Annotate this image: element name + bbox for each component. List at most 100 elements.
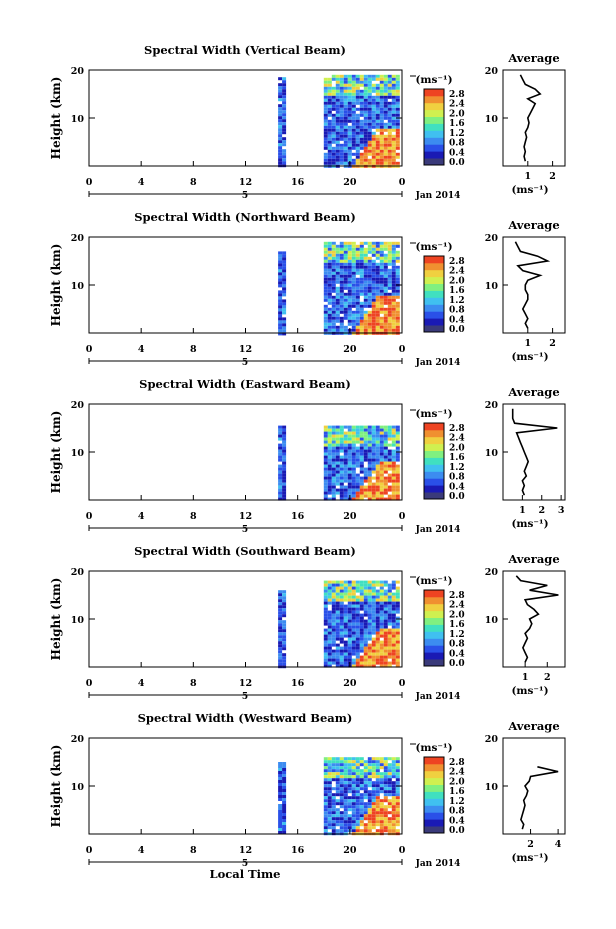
- heatmap-cell: [387, 256, 392, 260]
- heatmap-cell: [335, 649, 340, 653]
- heatmap-cell: [323, 613, 328, 617]
- heatmap-cell: [363, 826, 368, 830]
- heatmap-cell: [335, 580, 340, 584]
- heatmap-cell: [367, 769, 372, 773]
- heatmap-cell: [335, 655, 340, 659]
- heatmap-cell: [339, 826, 344, 830]
- heatmap-cell: [335, 658, 340, 662]
- heatmap-cell: [371, 811, 376, 815]
- heatmap-cell: [375, 661, 380, 665]
- average-y-tick-label: 10: [485, 615, 499, 626]
- heatmap-cell: [371, 262, 376, 266]
- heatmap-cell: [282, 590, 287, 594]
- average-y-tick-label: 20: [485, 567, 499, 578]
- heatmap-cell: [355, 784, 360, 788]
- heatmap-cell: [331, 289, 336, 293]
- heatmap-cell: [335, 595, 340, 599]
- heatmap-cell: [351, 787, 356, 791]
- heatmap-cell: [282, 470, 287, 474]
- heatmap-cell: [347, 274, 352, 278]
- heatmap-cell: [278, 476, 283, 480]
- heatmap-cell: [282, 329, 287, 333]
- heatmap-cell: [363, 607, 368, 611]
- heatmap-cell: [371, 781, 376, 785]
- heatmap-cell: [367, 604, 372, 608]
- heatmap-cell: [351, 289, 356, 293]
- heatmap-cell: [323, 262, 328, 266]
- heatmap-cell: [343, 86, 348, 90]
- heatmap-cell: [371, 292, 376, 296]
- heatmap-cell: [387, 316, 392, 320]
- heatmap-cell: [347, 292, 352, 296]
- heatmap-cell: [327, 122, 332, 126]
- heatmap-cell: [367, 485, 372, 489]
- heatmap-cell: [383, 268, 388, 272]
- heatmap-cell: [371, 119, 376, 123]
- heatmap-cell: [367, 649, 372, 653]
- heatmap-cell: [343, 122, 348, 126]
- heatmap-cell: [367, 793, 372, 797]
- heatmap-cell: [351, 775, 356, 779]
- x-tick-label: 0: [399, 511, 406, 522]
- colorbar-tick-label: 1.6: [449, 286, 465, 296]
- heatmap-cell: [339, 283, 344, 287]
- colorbar-tick-label: 2.0: [449, 610, 465, 620]
- heatmap-cell: [359, 437, 364, 441]
- heatmap-cell: [363, 122, 368, 126]
- heatmap-cell: [323, 455, 328, 459]
- heatmap-cell: [339, 796, 344, 800]
- heatmap-cell: [371, 458, 376, 462]
- heatmap-cell: [367, 817, 372, 821]
- heatmap-cell: [355, 464, 360, 468]
- heatmap-cell: [323, 80, 328, 84]
- heatmap-cell: [343, 488, 348, 492]
- heatmap-cell: [359, 817, 364, 821]
- heatmap-cell: [371, 146, 376, 150]
- heatmap-cell: [383, 295, 388, 299]
- heatmap-cell: [371, 155, 376, 159]
- heatmap-cell: [327, 107, 332, 111]
- heatmap-cell: [331, 497, 336, 501]
- heatmap-cell: [383, 607, 388, 611]
- heatmap-cell: [359, 784, 364, 788]
- heatmap-cell: [343, 619, 348, 623]
- heatmap-cell: [371, 107, 376, 111]
- heatmap-cell: [379, 646, 384, 650]
- heatmap-cell: [355, 425, 360, 429]
- heatmap-cell: [335, 268, 340, 272]
- heatmap-cell: [347, 449, 352, 453]
- heatmap-cell: [367, 811, 372, 815]
- heatmap-cell: [343, 772, 348, 776]
- heatmap-cell: [379, 598, 384, 602]
- x-tick-label: 16: [291, 177, 305, 188]
- heatmap-cell: [371, 476, 376, 480]
- heatmap-cell: [335, 443, 340, 447]
- heatmap-cell: [395, 161, 400, 165]
- heatmap-cell: [278, 266, 283, 270]
- heatmap-cell: [339, 616, 344, 620]
- heatmap-cell: [351, 796, 356, 800]
- average-y-tick-label: 10: [485, 281, 499, 292]
- heatmap-cell: [343, 286, 348, 290]
- heatmap-cell: [387, 247, 392, 251]
- heatmap-cell: [395, 80, 400, 84]
- heatmap-cell: [375, 655, 380, 659]
- heatmap-cell: [379, 799, 384, 803]
- heatmap-cell: [355, 244, 360, 248]
- heatmap-cell: [278, 281, 283, 285]
- heatmap-cell: [375, 113, 380, 117]
- heatmap-cell: [379, 458, 384, 462]
- heatmap-cell: [323, 607, 328, 611]
- heatmap-cell: [278, 777, 283, 780]
- heatmap-cell: [282, 149, 287, 153]
- heatmap-cell: [395, 766, 400, 770]
- heatmap-cell: [339, 802, 344, 806]
- heatmap-cell: [383, 143, 388, 147]
- heatmap-cell: [347, 259, 352, 263]
- heatmap-cell: [363, 241, 368, 245]
- heatmap-cell: [343, 766, 348, 770]
- heatmap-cell: [383, 307, 388, 311]
- heatmap-cell: [391, 431, 396, 435]
- heatmap-cell: [355, 313, 360, 317]
- heatmap-cell: [367, 757, 372, 761]
